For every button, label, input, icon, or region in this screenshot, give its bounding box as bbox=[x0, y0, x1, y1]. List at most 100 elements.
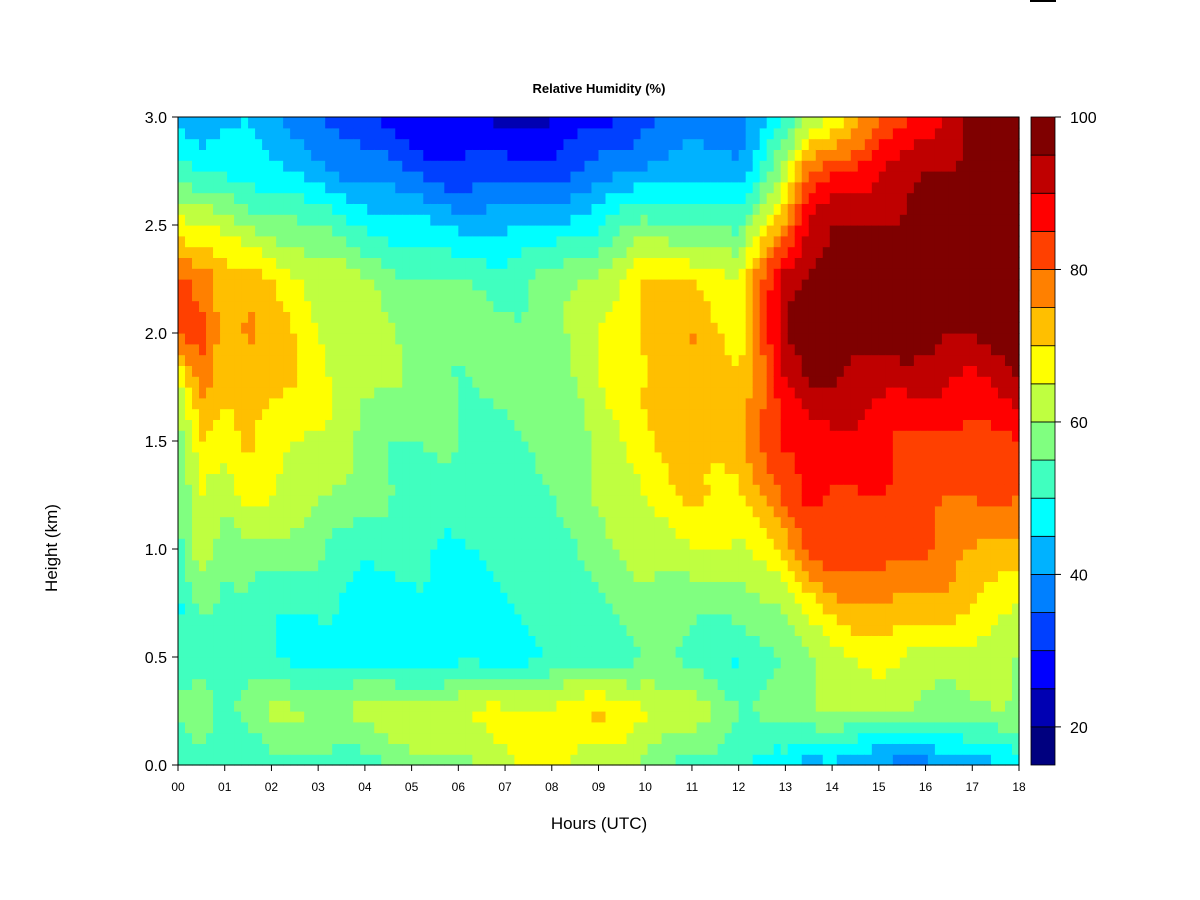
heatmap-cell bbox=[731, 559, 740, 572]
heatmap-cell bbox=[255, 397, 263, 410]
heatmap-cell bbox=[374, 473, 382, 485]
heatmap-cell bbox=[556, 678, 565, 690]
heatmap-cell bbox=[297, 451, 305, 464]
heatmap-cell bbox=[598, 462, 607, 474]
heatmap-cell bbox=[318, 732, 326, 744]
heatmap-cell bbox=[696, 376, 705, 388]
heatmap-cell bbox=[416, 678, 424, 690]
heatmap-cell bbox=[248, 408, 256, 420]
heatmap-cell bbox=[689, 635, 698, 647]
heatmap-cell bbox=[346, 754, 354, 766]
heatmap-cell bbox=[598, 657, 607, 669]
heatmap-cell bbox=[486, 300, 494, 312]
heatmap-cell bbox=[563, 441, 572, 453]
heatmap-cell bbox=[255, 667, 263, 680]
heatmap-cell bbox=[388, 646, 396, 658]
heatmap-cell bbox=[430, 322, 438, 334]
heatmap-cell bbox=[668, 732, 677, 744]
heatmap-cell bbox=[570, 667, 579, 680]
heatmap-cell bbox=[381, 387, 389, 399]
heatmap-cell bbox=[507, 538, 515, 550]
heatmap-cell bbox=[619, 333, 628, 345]
heatmap-cell bbox=[689, 365, 698, 377]
heatmap-cell bbox=[577, 225, 586, 237]
heatmap-cell bbox=[409, 246, 417, 258]
heatmap-cell bbox=[682, 311, 691, 323]
heatmap-cell bbox=[409, 581, 417, 593]
heatmap-cell bbox=[731, 235, 740, 248]
heatmap-cell bbox=[738, 495, 747, 507]
heatmap-cell bbox=[731, 397, 740, 410]
heatmap-cell bbox=[283, 181, 291, 194]
heatmap-cell bbox=[192, 343, 200, 356]
heatmap-cell bbox=[696, 538, 705, 550]
heatmap-cell bbox=[339, 462, 347, 474]
heatmap-cell bbox=[388, 203, 396, 215]
heatmap-cell bbox=[262, 430, 270, 442]
heatmap-cell bbox=[479, 657, 487, 669]
heatmap-cell bbox=[339, 721, 347, 734]
heatmap-cell bbox=[556, 333, 565, 345]
heatmap-cell bbox=[283, 538, 291, 550]
heatmap-cell bbox=[178, 127, 186, 140]
heatmap-cell bbox=[339, 171, 347, 183]
heatmap-cell bbox=[633, 311, 642, 323]
heatmap-cell bbox=[213, 171, 221, 183]
heatmap-cell bbox=[486, 559, 494, 572]
heatmap-cell bbox=[521, 279, 530, 291]
heatmap-cell bbox=[577, 678, 586, 690]
heatmap-cell bbox=[479, 646, 487, 658]
heatmap-cell bbox=[647, 581, 656, 593]
heatmap-cell bbox=[318, 127, 326, 140]
heatmap-cell bbox=[255, 171, 263, 183]
heatmap-cell bbox=[507, 613, 515, 626]
heatmap-cell bbox=[591, 343, 600, 356]
heatmap-cell bbox=[395, 559, 403, 572]
heatmap-cell bbox=[521, 138, 530, 150]
heatmap-cell bbox=[514, 678, 523, 690]
heatmap-cell bbox=[738, 268, 747, 280]
heatmap-cell bbox=[262, 678, 270, 690]
heatmap-cell bbox=[360, 592, 368, 604]
heatmap-cell bbox=[178, 538, 186, 550]
heatmap-cell bbox=[367, 149, 375, 161]
heatmap-cell bbox=[430, 387, 438, 399]
heatmap-cell bbox=[738, 484, 747, 496]
heatmap-cell bbox=[682, 268, 691, 280]
heatmap-cell bbox=[563, 700, 572, 712]
heatmap-cell bbox=[752, 516, 761, 528]
heatmap-cell bbox=[717, 505, 726, 518]
heatmap-cell bbox=[514, 192, 523, 204]
heatmap-cell bbox=[458, 138, 466, 150]
heatmap-cell bbox=[409, 700, 417, 712]
heatmap-cell bbox=[248, 397, 256, 410]
heatmap-cell bbox=[367, 419, 375, 431]
heatmap-cell bbox=[752, 538, 761, 550]
heatmap-cell bbox=[332, 592, 340, 604]
heatmap-cell bbox=[542, 419, 551, 431]
heatmap-cell bbox=[213, 419, 221, 431]
heatmap-cell bbox=[423, 181, 431, 194]
heatmap-cell bbox=[752, 657, 761, 669]
heatmap-cell bbox=[192, 354, 200, 366]
heatmap-cell bbox=[633, 289, 642, 302]
heatmap-cell bbox=[437, 311, 445, 323]
heatmap-cell bbox=[451, 441, 459, 453]
heatmap-cell bbox=[703, 192, 712, 204]
heatmap-cell bbox=[297, 754, 305, 766]
heatmap-cell bbox=[437, 408, 445, 420]
heatmap-cell bbox=[276, 408, 284, 420]
heatmap-cell bbox=[675, 570, 684, 582]
heatmap-cell bbox=[682, 538, 691, 550]
heatmap-cell bbox=[241, 192, 249, 204]
heatmap-cell bbox=[199, 441, 207, 453]
heatmap-cell bbox=[262, 441, 270, 453]
heatmap-cell bbox=[605, 160, 614, 172]
heatmap-cell bbox=[311, 603, 319, 615]
heatmap-cell bbox=[710, 117, 719, 129]
heatmap-cell bbox=[339, 343, 347, 356]
heatmap-cell bbox=[500, 678, 508, 690]
heatmap-cell bbox=[605, 581, 614, 593]
heatmap-cell bbox=[311, 138, 319, 150]
heatmap-cell bbox=[353, 721, 361, 734]
